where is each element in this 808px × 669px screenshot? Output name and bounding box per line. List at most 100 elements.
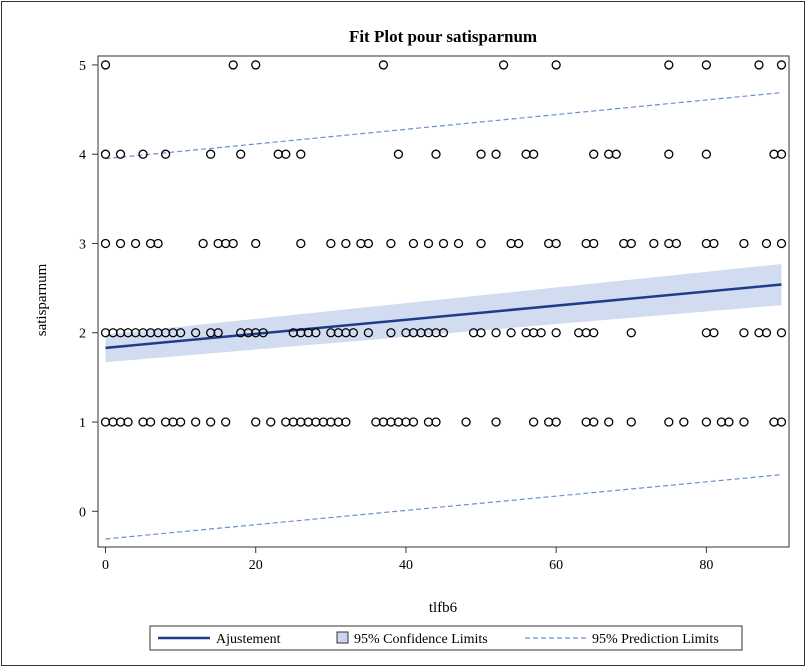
data-point bbox=[100, 238, 111, 249]
prediction-limit-lower bbox=[105, 474, 782, 540]
data-point bbox=[776, 60, 787, 70]
data-point bbox=[528, 149, 539, 159]
data-point bbox=[521, 149, 531, 159]
data-point bbox=[739, 238, 749, 249]
data-point bbox=[716, 417, 727, 427]
data-point bbox=[544, 238, 554, 249]
x-tick-label: 80 bbox=[699, 558, 713, 573]
data-point bbox=[273, 149, 283, 159]
data-point bbox=[393, 417, 404, 427]
data-point bbox=[589, 328, 599, 338]
data-point bbox=[604, 149, 614, 159]
data-point bbox=[754, 328, 764, 338]
data-point bbox=[574, 328, 584, 338]
data-point bbox=[701, 417, 712, 427]
x-tick-label: 60 bbox=[549, 558, 563, 573]
data-point bbox=[776, 417, 787, 427]
data-point bbox=[438, 238, 449, 249]
fit-line bbox=[105, 283, 782, 350]
data-point bbox=[123, 417, 133, 427]
data-point bbox=[251, 417, 261, 427]
data-point bbox=[198, 238, 208, 249]
data-point bbox=[551, 238, 561, 249]
data-point bbox=[423, 238, 434, 249]
data-point bbox=[100, 60, 111, 70]
data-point bbox=[626, 238, 636, 249]
data-point bbox=[326, 417, 336, 427]
confidence-band bbox=[105, 264, 782, 363]
data-point bbox=[326, 238, 336, 249]
data-point bbox=[589, 417, 599, 427]
legend-box bbox=[149, 625, 743, 651]
y-tick-label: 5 bbox=[79, 59, 86, 74]
data-point bbox=[206, 149, 216, 159]
data-point bbox=[213, 328, 223, 338]
data-point bbox=[138, 417, 148, 427]
data-point bbox=[288, 417, 298, 427]
data-point bbox=[145, 238, 156, 249]
y-tick-label: 0 bbox=[79, 505, 86, 520]
legend-fit-label: Ajustement bbox=[216, 632, 281, 647]
data-point bbox=[438, 328, 449, 338]
data-point bbox=[408, 238, 419, 249]
data-point bbox=[363, 238, 374, 249]
data-point bbox=[491, 417, 501, 427]
data-point bbox=[551, 328, 561, 338]
data-point bbox=[100, 149, 111, 159]
data-point bbox=[160, 417, 171, 427]
data-point bbox=[776, 149, 787, 159]
data-point bbox=[476, 328, 486, 338]
data-point bbox=[266, 417, 276, 427]
legend-confidence-label: 95% Confidence Limits bbox=[354, 632, 488, 647]
data-point bbox=[581, 238, 591, 249]
data-point bbox=[476, 238, 486, 249]
data-point bbox=[506, 328, 516, 338]
data-point bbox=[228, 60, 238, 70]
data-point bbox=[431, 149, 441, 159]
data-point bbox=[153, 238, 163, 249]
data-point bbox=[296, 149, 306, 159]
data-point bbox=[130, 238, 141, 249]
data-point bbox=[378, 417, 389, 427]
data-point bbox=[356, 238, 366, 249]
data-point bbox=[251, 238, 261, 249]
data-point bbox=[649, 238, 659, 249]
data-point bbox=[709, 328, 719, 338]
data-point bbox=[626, 417, 636, 427]
plot-area-border bbox=[97, 55, 790, 548]
data-point bbox=[341, 417, 351, 427]
data-point bbox=[491, 149, 501, 159]
data-point bbox=[108, 417, 118, 427]
prediction-limit-upper bbox=[105, 92, 782, 160]
x-axis-label: tlfb6 bbox=[429, 600, 458, 616]
data-point bbox=[724, 417, 734, 427]
data-point bbox=[701, 60, 712, 70]
data-point bbox=[776, 328, 787, 338]
data-point bbox=[528, 417, 539, 427]
data-point bbox=[228, 238, 238, 249]
data-point bbox=[348, 328, 359, 338]
y-tick-label: 1 bbox=[79, 416, 86, 431]
data-point bbox=[386, 238, 396, 249]
data-point bbox=[701, 149, 712, 159]
data-point bbox=[138, 149, 148, 159]
data-point bbox=[145, 417, 156, 427]
data-point bbox=[303, 417, 313, 427]
data-point bbox=[536, 328, 546, 338]
y-tick-label: 3 bbox=[79, 237, 86, 252]
data-point bbox=[664, 149, 674, 159]
data-point bbox=[378, 60, 389, 70]
data-point bbox=[769, 417, 779, 427]
data-point bbox=[498, 60, 509, 70]
data-point bbox=[386, 417, 396, 427]
data-point bbox=[160, 149, 171, 159]
legend: Ajustement 95% Confidence Limits 95% Pre… bbox=[149, 625, 743, 651]
data-point bbox=[626, 328, 636, 338]
data-point bbox=[236, 149, 246, 159]
data-point bbox=[581, 328, 591, 338]
data-point bbox=[461, 417, 471, 427]
data-point bbox=[318, 417, 328, 427]
data-point bbox=[190, 328, 201, 338]
data-point bbox=[296, 238, 306, 249]
